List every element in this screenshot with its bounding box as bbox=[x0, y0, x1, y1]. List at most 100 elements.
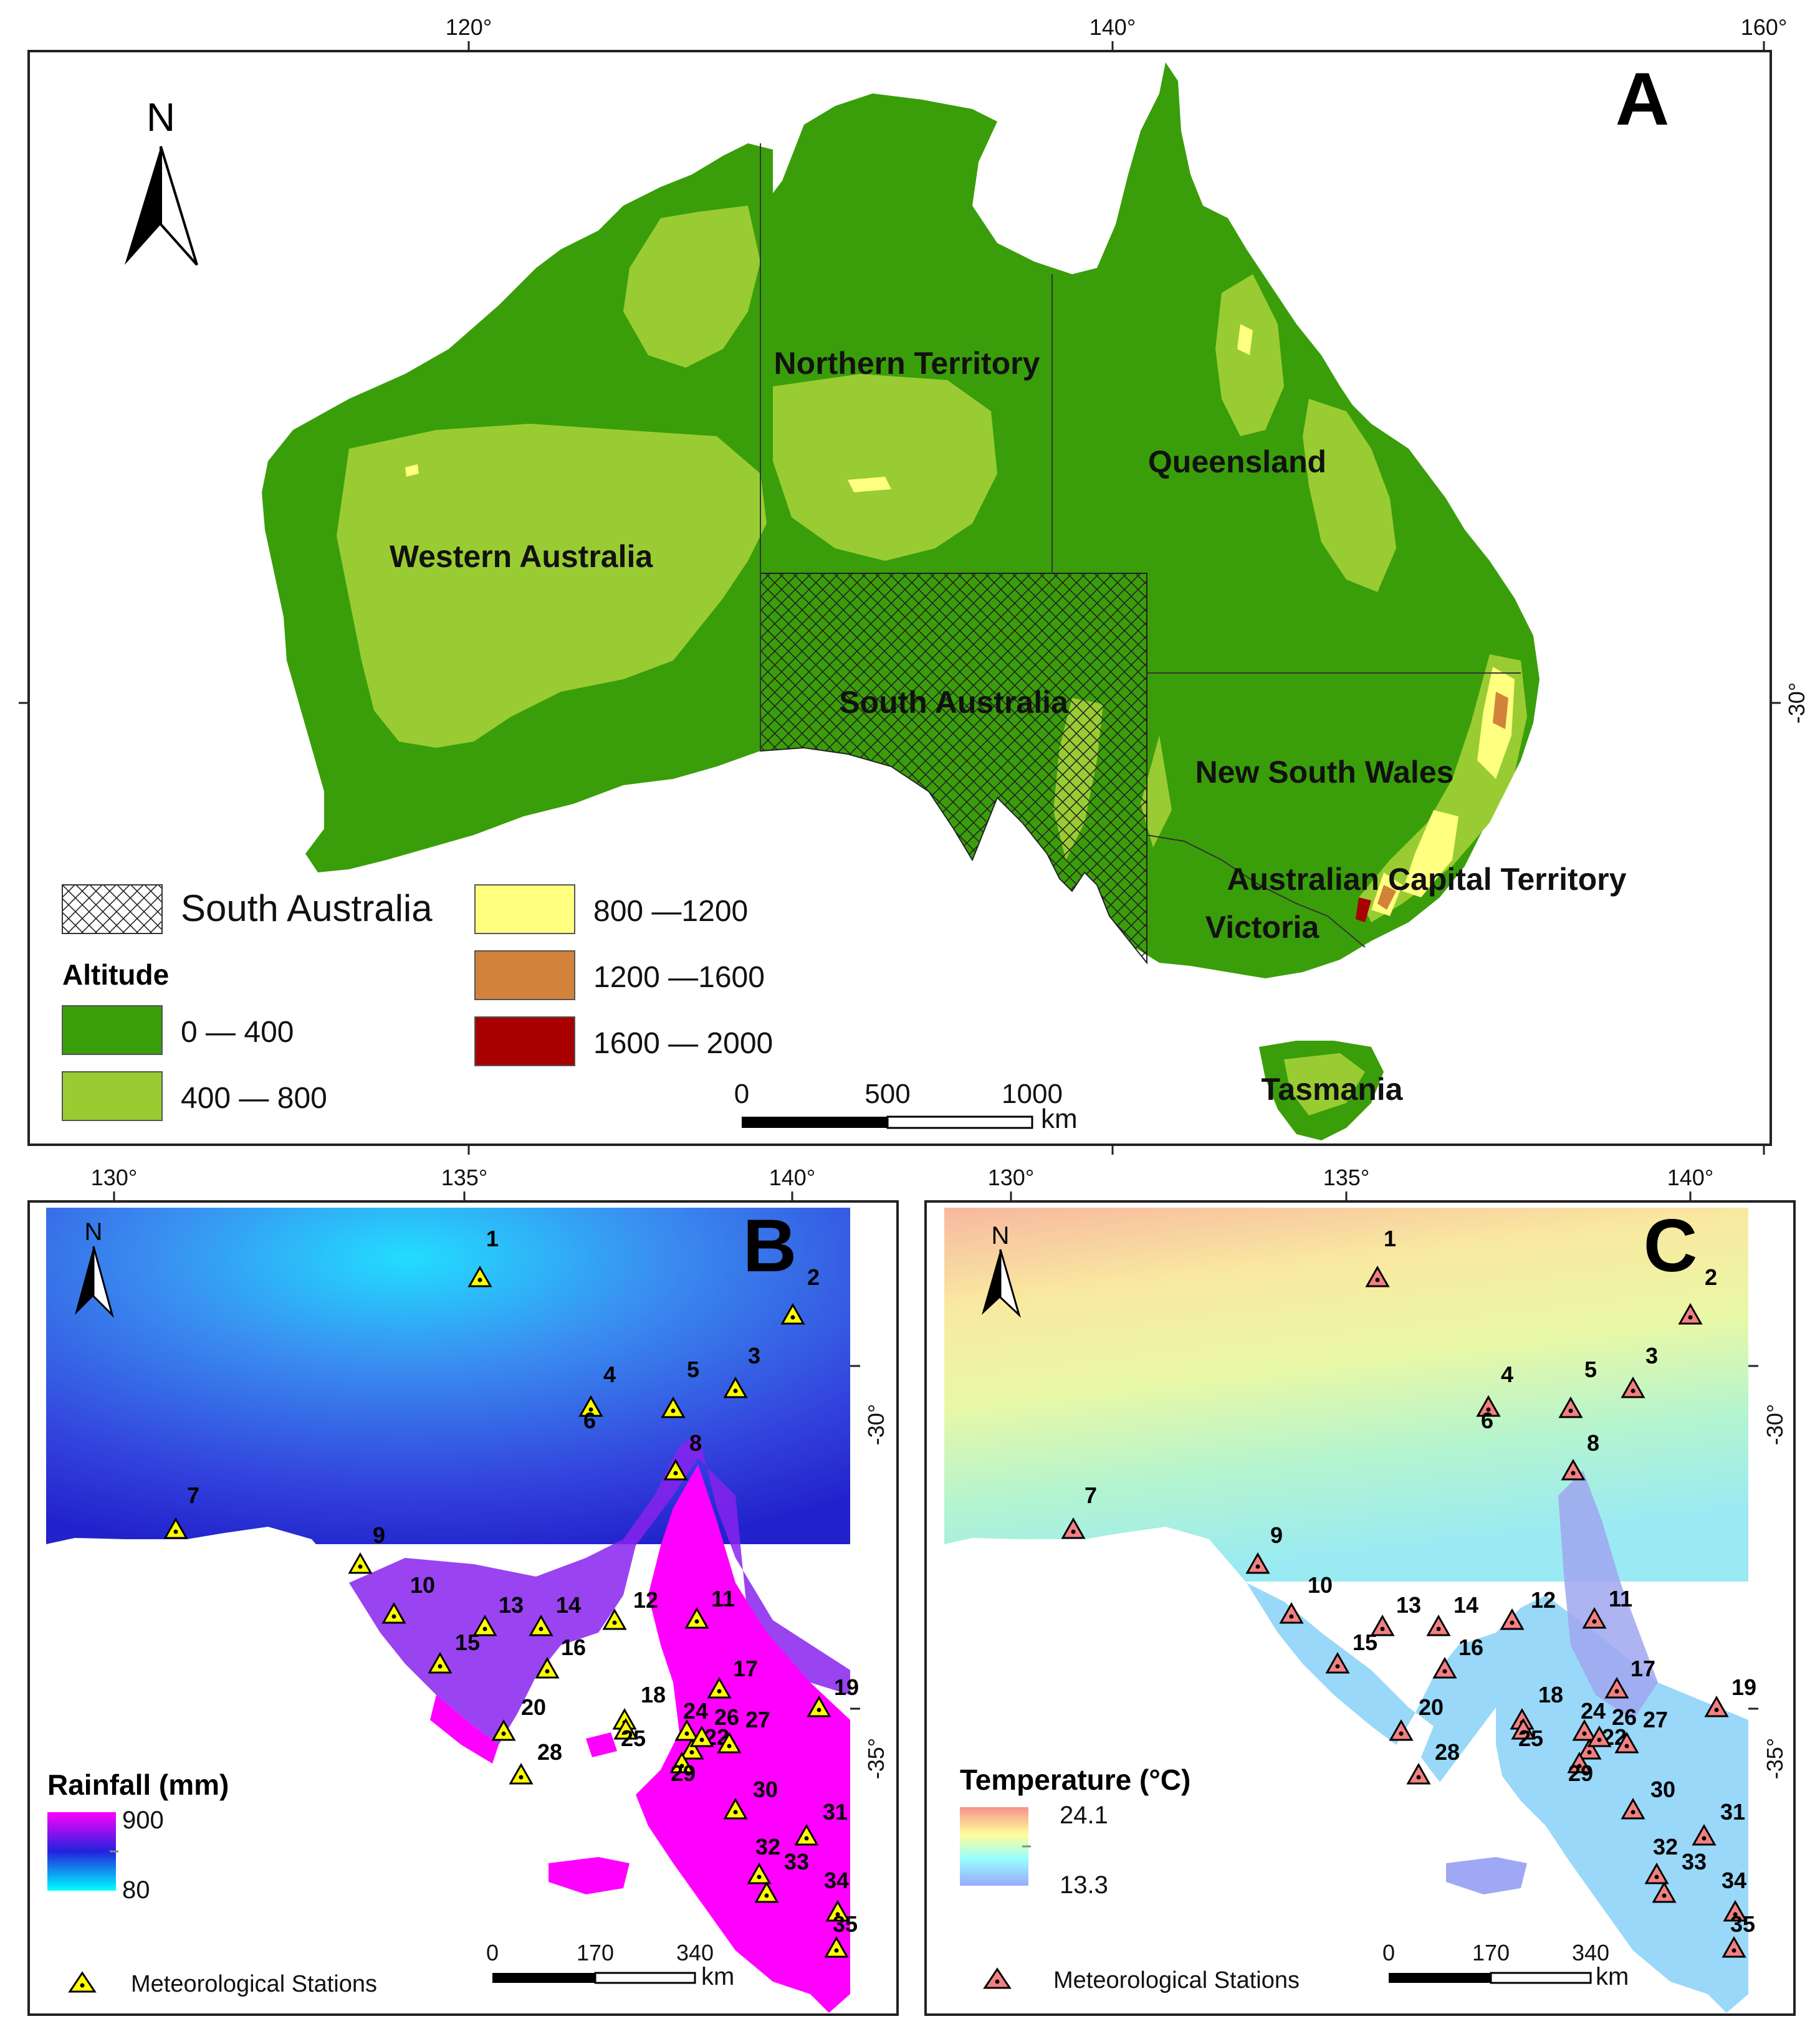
station-label: 12 bbox=[633, 1587, 658, 1613]
station-dot bbox=[1597, 1737, 1602, 1742]
station-label: 5 bbox=[1584, 1357, 1597, 1382]
svg-text:0 — 400: 0 — 400 bbox=[181, 1016, 294, 1049]
station-dot bbox=[1631, 1810, 1636, 1815]
station-label: 3 bbox=[1645, 1343, 1658, 1368]
station-label: 32 bbox=[755, 1834, 780, 1860]
station-label: 5 bbox=[687, 1357, 699, 1382]
svg-text:24.1: 24.1 bbox=[1060, 1802, 1108, 1829]
svg-text:170: 170 bbox=[1472, 1940, 1510, 1965]
station-marker bbox=[1061, 1517, 1086, 1539]
north-arrow-icon: N bbox=[982, 1222, 1021, 1318]
station-dot bbox=[391, 1614, 396, 1619]
altitude-1600-2000-areas bbox=[1356, 897, 1371, 922]
lon-tick-140: 140° bbox=[1090, 14, 1136, 40]
svg-text:-35°: -35° bbox=[1762, 1738, 1788, 1779]
station-label: 17 bbox=[733, 1656, 758, 1681]
lat-tick-minus30: -30° bbox=[1784, 682, 1809, 723]
label-western-australia: Western Australia bbox=[390, 539, 654, 574]
station-dot bbox=[1510, 1620, 1515, 1625]
svg-text:km: km bbox=[1596, 1963, 1629, 1990]
lon-tick-160: 160° bbox=[1741, 14, 1787, 40]
station-label: 2 bbox=[807, 1264, 820, 1290]
station-dot bbox=[1486, 1407, 1491, 1412]
station-marker bbox=[661, 1396, 686, 1418]
label-tasmania: Tasmania bbox=[1262, 1072, 1404, 1107]
station-marker bbox=[1365, 1265, 1390, 1287]
station-marker bbox=[1621, 1376, 1645, 1398]
station-dot bbox=[694, 1619, 699, 1624]
station-marker bbox=[663, 1458, 688, 1481]
station-dot bbox=[727, 1744, 732, 1749]
panel-b-ticks: 130° 135° 140° -30° -35° bbox=[91, 1165, 889, 1779]
station-dot bbox=[501, 1731, 506, 1736]
station-dot bbox=[545, 1669, 550, 1674]
station-dot bbox=[1577, 1764, 1582, 1769]
station-marker bbox=[707, 1676, 732, 1699]
station-dot bbox=[1568, 1408, 1573, 1413]
station-dot bbox=[1733, 1912, 1738, 1917]
station-marker bbox=[472, 1614, 497, 1636]
station-label: 14 bbox=[556, 1592, 581, 1618]
station-label: 34 bbox=[824, 1868, 849, 1893]
state-borders bbox=[760, 143, 1521, 948]
station-dot bbox=[757, 1874, 762, 1879]
station-label: 9 bbox=[1270, 1522, 1283, 1548]
station-dot bbox=[173, 1529, 178, 1534]
station-label: 35 bbox=[1730, 1911, 1755, 1937]
station-dot bbox=[717, 1689, 722, 1694]
station-label: 16 bbox=[1458, 1635, 1483, 1660]
station-marker bbox=[824, 1936, 849, 1958]
station-dot bbox=[1662, 1893, 1667, 1898]
north-arrow-icon: N bbox=[75, 1218, 114, 1319]
station-label: 1 bbox=[1384, 1226, 1396, 1251]
station-marker bbox=[1325, 1651, 1350, 1674]
station-label: 13 bbox=[499, 1592, 524, 1618]
station-label: 15 bbox=[455, 1630, 480, 1655]
legend-altitude-title: Altitude bbox=[62, 958, 169, 991]
label-queensland: Queensland bbox=[1148, 444, 1326, 479]
svg-text:Temperature (°C): Temperature (°C) bbox=[960, 1764, 1190, 1796]
station-label: 26 bbox=[1612, 1704, 1637, 1730]
station-label: 20 bbox=[1419, 1694, 1444, 1720]
station-label: 12 bbox=[1531, 1587, 1556, 1613]
station-marker bbox=[1432, 1656, 1457, 1679]
svg-text:130°: 130° bbox=[91, 1165, 137, 1190]
station-dot bbox=[1631, 1388, 1636, 1393]
scale-bar-a: 0 500 1000 km bbox=[734, 1079, 1078, 1134]
station-dot bbox=[1380, 1626, 1385, 1631]
svg-text:km: km bbox=[701, 1963, 734, 1990]
station-label: 3 bbox=[748, 1343, 760, 1368]
station-label: 8 bbox=[1587, 1430, 1599, 1456]
svg-text:N: N bbox=[992, 1222, 1010, 1249]
station-label: 29 bbox=[671, 1760, 696, 1786]
station-marker bbox=[754, 1881, 779, 1903]
svg-text:340: 340 bbox=[1572, 1940, 1609, 1965]
panel-b-letter: B bbox=[743, 1204, 797, 1287]
altitude-400-800-areas bbox=[337, 206, 1527, 922]
station-dot bbox=[673, 1471, 678, 1476]
station-dot bbox=[1442, 1669, 1447, 1674]
station-marker bbox=[669, 1751, 694, 1774]
station-marker bbox=[1678, 1302, 1703, 1325]
station-dot bbox=[1416, 1775, 1421, 1780]
station-label: 28 bbox=[1435, 1739, 1460, 1765]
station-label: 4 bbox=[603, 1362, 616, 1387]
station-marker bbox=[381, 1602, 406, 1624]
legend-hatch-label: South Australia bbox=[181, 887, 433, 929]
station-marker bbox=[428, 1651, 453, 1674]
station-marker bbox=[163, 1517, 188, 1539]
label-australian-capital-territory: Australian Capital Territory bbox=[1227, 862, 1627, 897]
svg-text:400 — 800: 400 — 800 bbox=[181, 1082, 327, 1115]
station-marker bbox=[1426, 1614, 1451, 1636]
svg-text:800 —1200: 800 —1200 bbox=[593, 895, 748, 928]
station-marker bbox=[1621, 1797, 1645, 1820]
svg-text:1600 — 2000: 1600 — 2000 bbox=[593, 1027, 773, 1060]
station-marker bbox=[674, 1719, 699, 1741]
station-label: 26 bbox=[714, 1704, 739, 1730]
station-dot bbox=[519, 1775, 524, 1780]
station-marker bbox=[1572, 1719, 1597, 1741]
station-label: 31 bbox=[823, 1799, 848, 1825]
